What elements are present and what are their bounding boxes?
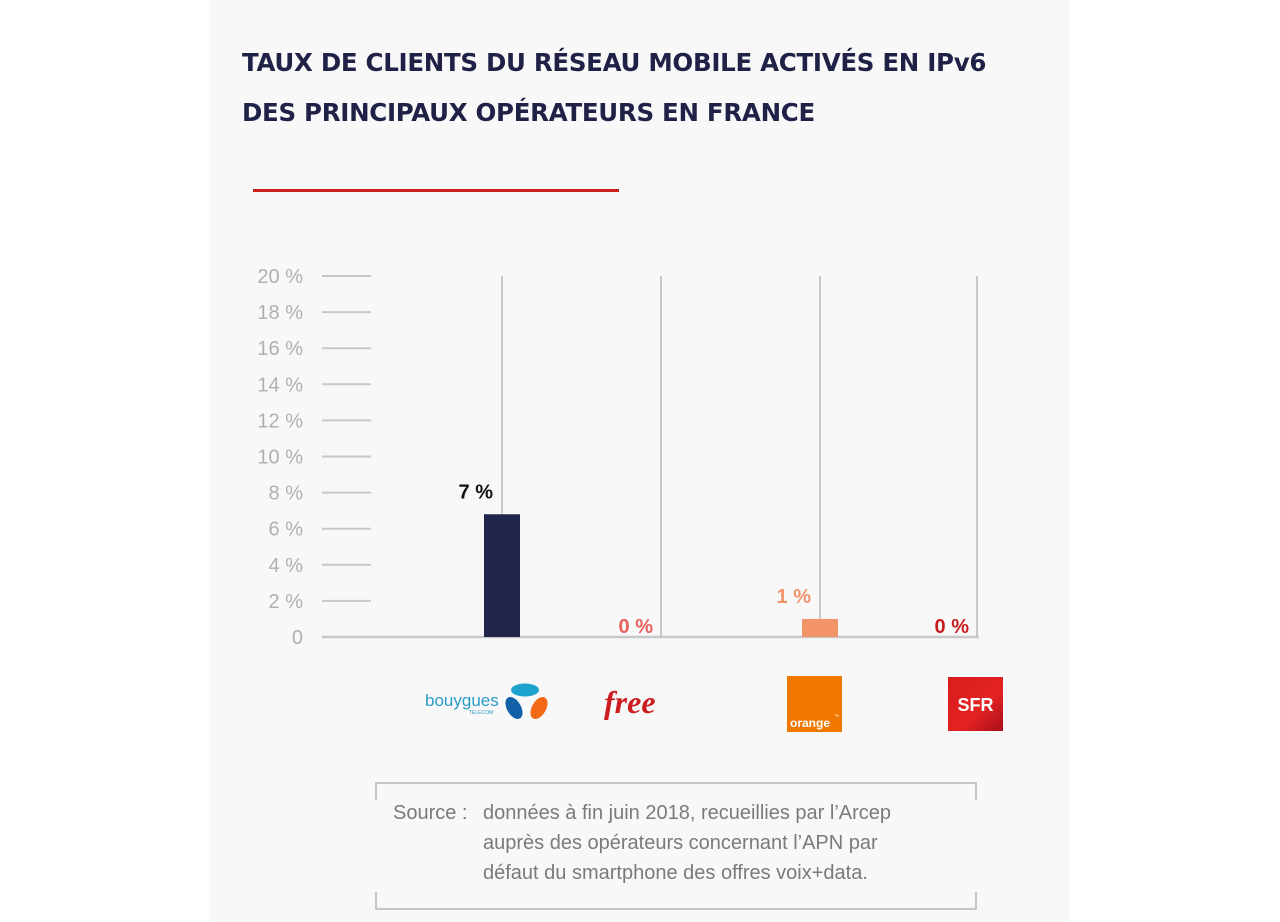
y-tick-label: 18 % xyxy=(257,302,303,324)
bouygues-logo-text: bouygues xyxy=(425,691,499,710)
data-label-bouygues: 7 % xyxy=(459,481,494,503)
y-tick-label: 6 % xyxy=(269,519,304,541)
y-tick-label: 12 % xyxy=(257,410,303,432)
bar-bouygues xyxy=(484,514,520,637)
source-line-1: données à fin juin 2018, recueillies par… xyxy=(483,802,892,824)
bouygues-logo-subtext: TELECOM xyxy=(469,710,493,716)
source-label: Source : xyxy=(393,802,468,824)
data-label-free: 0 % xyxy=(619,616,654,638)
chart-panel xyxy=(209,0,1070,922)
bouygues-logo-icon-left xyxy=(505,697,523,719)
sfr-logo-text: SFR xyxy=(958,695,994,715)
data-label-orange: 1 % xyxy=(777,586,812,608)
source-line-2: auprès des opérateurs concernant l’APN p… xyxy=(483,832,878,854)
accent-rule xyxy=(253,189,619,192)
orange-logo-square xyxy=(787,676,842,732)
source-line-3: défaut du smartphone des offres voix+dat… xyxy=(483,862,868,884)
y-tick-label: 16 % xyxy=(257,338,303,360)
free-logo: free xyxy=(604,684,656,720)
source-note: Source : données à fin juin 2018, recuei… xyxy=(393,798,891,888)
chart-title-line-1: TAUX DE CLIENTS DU RÉSEAU MOBILE ACTIVÉS… xyxy=(242,48,987,77)
bouygues-logo-icon-right xyxy=(530,697,548,719)
orange-logo-tm: ™ xyxy=(834,714,839,720)
bouygues-logo-icon-top xyxy=(511,683,539,697)
data-label-sfr: 0 % xyxy=(935,616,970,638)
sfr-logo-square xyxy=(948,677,1003,731)
y-tick-label: 0 xyxy=(292,627,303,649)
y-tick-label: 8 % xyxy=(269,483,304,505)
y-tick-label: 2 % xyxy=(269,591,304,613)
orange-logo-text: orange xyxy=(790,716,830,730)
y-tick-label: 14 % xyxy=(257,374,303,396)
chart-title: TAUX DE CLIENTS DU RÉSEAU MOBILE ACTIVÉS… xyxy=(242,38,1072,138)
y-tick-label: 4 % xyxy=(269,555,304,577)
bar-orange xyxy=(802,618,838,637)
source-box: Source : données à fin juin 2018, recuei… xyxy=(375,782,977,910)
chart-title-line-2: DES PRINCIPAUX OPÉRATEURS EN FRANCE xyxy=(242,98,815,127)
y-tick-label: 20 % xyxy=(257,266,303,288)
y-tick-label: 10 % xyxy=(257,447,303,469)
